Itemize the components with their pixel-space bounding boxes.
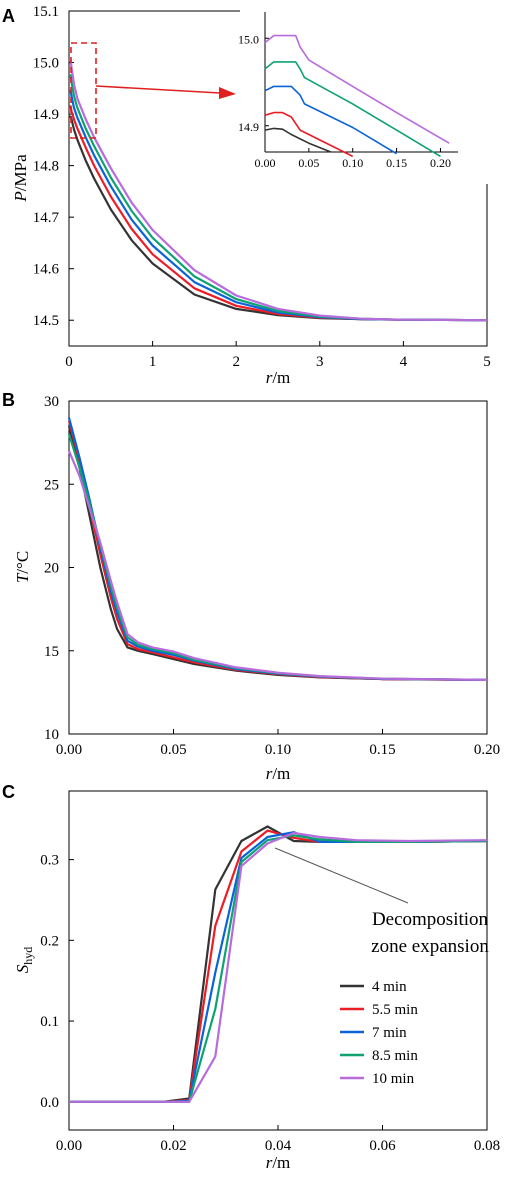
series-line-4-min <box>67 425 488 681</box>
series-line-5_5-min <box>69 829 488 1103</box>
series-line-7-min <box>69 831 488 1103</box>
x-tick-label: 0.06 <box>369 1138 396 1154</box>
y-tick-label: 25 <box>44 477 59 493</box>
x-tick-label: 0.15 <box>386 156 407 170</box>
inset-y-ticks: 14.9 15.0 <box>238 32 269 134</box>
y-tick-label: 14.8 <box>33 159 59 175</box>
panel-b-temperature-chart: 10 15 20 25 30 0.00 0.05 0.10 0.15 0.20 T/°C r/m <box>13 394 500 783</box>
panel-a-y-ticks: 14.5 14.6 14.7 14.8 14.9 15.0 15.1 <box>33 4 74 329</box>
x-tick-label: 0 <box>65 354 73 370</box>
panel-a-series <box>69 58 488 322</box>
x-tick-label: 0.00 <box>56 1138 82 1154</box>
y-tick-label: 14.7 <box>33 210 60 226</box>
series-line-4-min <box>264 127 332 153</box>
legend-label: 4 min <box>372 979 407 995</box>
x-tick-label: 0.02 <box>160 1138 186 1154</box>
y-tick-label: 0.2 <box>40 933 59 949</box>
y-tick-label: 14.5 <box>33 313 59 329</box>
annotation-line-1: Decomposition <box>372 909 489 930</box>
panel-b-y-axis-label: T/°C <box>13 551 32 583</box>
legend-label: 8.5 min <box>372 1048 418 1064</box>
y-tick-label: 20 <box>44 561 59 577</box>
series-line-10-min <box>69 831 488 1103</box>
y-tick-label: 14.9 <box>238 120 259 134</box>
panel-a-x-ticks: 0 1 2 3 4 5 <box>65 341 491 370</box>
annotation-line-2: zone expansion <box>371 936 489 957</box>
y-tick-label: 15.0 <box>238 32 259 46</box>
x-tick-label: 3 <box>316 354 324 370</box>
panel-b-series <box>67 417 488 681</box>
legend-label: 10 min <box>372 1071 415 1087</box>
panel-c-series <box>69 825 488 1103</box>
y-tick-label: 15.1 <box>33 4 59 20</box>
y-tick-label: 14.9 <box>33 107 59 123</box>
series-line-7-min <box>264 85 398 155</box>
x-tick-label: 0.20 <box>474 742 500 758</box>
zoom-arrow-line <box>95 85 221 94</box>
x-tick-label: 1 <box>149 354 157 370</box>
panel-a-inset-chart: 14.9 15.0 0.00 0.05 0.10 0.15 0.20 <box>238 8 498 184</box>
y-tick-label: 14.6 <box>33 262 60 278</box>
inset-x-ticks: 0.00 0.05 0.10 0.15 0.20 <box>255 148 451 170</box>
series-line-10-min <box>67 450 488 681</box>
panel-a-pressure-chart: 14.5 14.6 14.7 14.8 14.9 15.0 15.1 0 1 2 3 4 5 P/MP… <box>11 4 498 387</box>
panel-c-hydrate-saturation-chart: 0.0 0.1 0.2 0.3 0.00 0.02 0.04 0.06 0.08 Shyd r… <box>13 790 500 1172</box>
panel-letter-c: C <box>2 782 15 802</box>
series-line-8_5-min <box>69 834 488 1103</box>
zoom-arrow-head <box>219 87 236 99</box>
x-tick-label: 0.08 <box>474 1138 500 1154</box>
series-line-8_5-min <box>264 61 441 158</box>
x-tick-label: 0.00 <box>56 742 82 758</box>
y-tick-label: 30 <box>44 394 59 410</box>
x-tick-label: 0.05 <box>160 742 186 758</box>
panel-b-x-ticks: 0.00 0.05 0.10 0.15 0.20 <box>56 729 500 758</box>
panel-b-x-axis-label: r/m <box>266 764 291 783</box>
x-tick-label: 0.10 <box>342 156 363 170</box>
series-line-5_5-min <box>264 111 354 158</box>
y-tick-label: 0.1 <box>40 1014 59 1030</box>
x-tick-label: 0.20 <box>430 156 451 170</box>
series-line-4-min <box>69 825 488 1103</box>
x-tick-label: 0.05 <box>298 156 319 170</box>
x-tick-label: 2 <box>232 354 240 370</box>
x-tick-label: 0.10 <box>265 742 291 758</box>
panel-letter-a: A <box>2 6 15 26</box>
series-line-10-min <box>69 58 488 322</box>
x-tick-label: 0.15 <box>369 742 395 758</box>
x-tick-label: 0.00 <box>255 156 276 170</box>
inset-series <box>264 34 450 158</box>
panel-b-y-ticks: 10 15 20 25 30 <box>44 394 74 743</box>
panel-c-x-ticks: 0.00 0.02 0.04 0.06 0.08 <box>56 1125 500 1154</box>
panel-a-y-axis-label: P/MPa <box>11 154 30 203</box>
panel-a-x-axis-label: r/m <box>266 368 291 387</box>
y-tick-label: 0.3 <box>40 853 59 869</box>
annotation-pointer-line <box>274 847 409 904</box>
panel-b-frame <box>68 400 488 735</box>
panel-c-y-axis-label: Shyd <box>13 947 35 974</box>
x-tick-label: 0.04 <box>265 1138 292 1154</box>
x-tick-label: 5 <box>483 354 491 370</box>
y-tick-label: 0.0 <box>40 1095 59 1111</box>
legend: 4 min 5.5 min 7 min 8.5 min 10 min <box>340 979 418 1087</box>
zoom-region-box <box>70 42 97 139</box>
series-line-10-min <box>264 34 450 144</box>
panel-c-x-axis-label: r/m <box>266 1153 291 1172</box>
legend-label: 5.5 min <box>372 1002 418 1018</box>
y-tick-label: 10 <box>44 727 59 743</box>
x-tick-label: 4 <box>400 354 408 370</box>
panel-letter-b: B <box>2 390 15 410</box>
y-tick-label: 15 <box>44 644 59 660</box>
y-tick-label: 15.0 <box>33 56 59 72</box>
panel-c-y-ticks: 0.0 0.1 0.2 0.3 <box>40 853 74 1111</box>
legend-label: 7 min <box>372 1025 407 1041</box>
